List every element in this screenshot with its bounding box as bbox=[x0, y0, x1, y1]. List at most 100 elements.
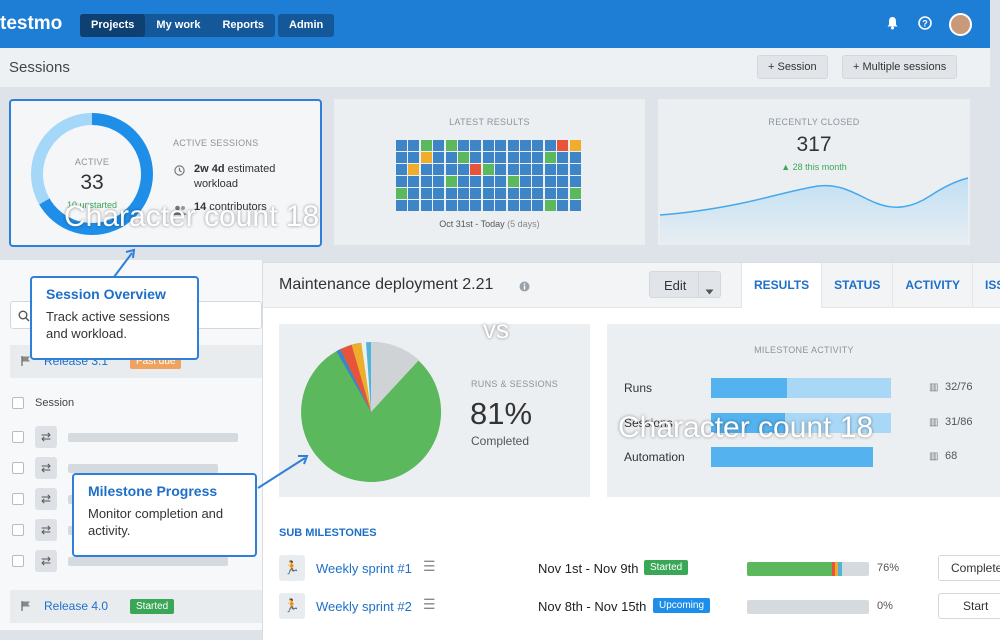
estimated-workload: 2w 4d estimated workload bbox=[194, 162, 304, 192]
closed-trend-sparkline bbox=[659, 177, 969, 245]
add-multiple-sessions-button[interactable]: + Multiple sessions bbox=[842, 55, 958, 79]
closed-delta: ▲ 28 this month bbox=[781, 162, 847, 172]
result-cell bbox=[507, 176, 519, 187]
row-checkbox[interactable] bbox=[12, 431, 24, 443]
milestone-dates: Nov 1st - Nov 9th bbox=[538, 561, 639, 576]
session-row[interactable]: ⇄ bbox=[0, 548, 262, 574]
nav-projects[interactable]: Projects bbox=[80, 14, 146, 37]
info-icon[interactable] bbox=[519, 279, 530, 297]
tab-issues[interactable]: ISSUE bbox=[972, 263, 1000, 308]
result-cell bbox=[495, 140, 507, 151]
result-cell bbox=[458, 152, 469, 163]
callout-arrow-milestone bbox=[257, 455, 309, 489]
result-cell bbox=[396, 188, 407, 199]
milestone-activity-card: MILESTONE ACTIVITY Runs ▥ 32/76 Sessions ▥ 31… bbox=[607, 324, 1000, 497]
milestone-name[interactable]: Weekly sprint #2 bbox=[316, 599, 412, 614]
activity-label: Sessions bbox=[624, 416, 673, 430]
result-cell bbox=[569, 152, 581, 163]
runs-sessions-heading: RUNS & SESSIONS bbox=[471, 379, 559, 389]
nav-reports[interactable]: Reports bbox=[222, 19, 264, 31]
result-cell bbox=[569, 188, 581, 199]
started-badge: Started bbox=[130, 599, 175, 614]
active-sessions-heading: ACTIVE SESSIONS bbox=[173, 138, 259, 148]
result-cell bbox=[470, 164, 482, 175]
result-cell bbox=[569, 176, 581, 187]
callout-title: Session Overview bbox=[46, 286, 166, 302]
tab-activity[interactable]: ACTIVITY bbox=[892, 263, 972, 308]
active-sessions-card[interactable]: ACTIVE 33 10 unstarted ACTIVE SESSIONS 2… bbox=[9, 99, 322, 247]
result-cell bbox=[520, 176, 531, 187]
latest-results-card[interactable]: LATEST RESULTS Oct 31st - Today (5 days) bbox=[334, 99, 645, 245]
result-cell bbox=[408, 152, 420, 163]
row-checkbox[interactable] bbox=[12, 555, 24, 567]
progress-segment bbox=[832, 562, 835, 576]
main-nav: Projects My work Reports bbox=[80, 14, 275, 37]
tab-status[interactable]: STATUS bbox=[821, 263, 892, 308]
overlay-label-left: Character count 18 bbox=[64, 200, 320, 233]
release-row-2[interactable]: Release 4.0 Started bbox=[10, 590, 262, 623]
recently-closed-count: 317 bbox=[796, 133, 832, 156]
overlay-label-vs: vs bbox=[483, 314, 509, 344]
date-range-label: Oct 31st - Today bbox=[439, 219, 505, 229]
nav-my-work[interactable]: My work bbox=[156, 19, 201, 31]
clock-icon bbox=[174, 163, 185, 181]
release-name-2[interactable]: Release 4.0 bbox=[44, 599, 109, 613]
add-session-button[interactable]: + Session bbox=[757, 55, 828, 79]
result-cell bbox=[458, 176, 469, 187]
session-name-placeholder bbox=[68, 557, 228, 566]
result-cell bbox=[557, 152, 569, 163]
milestone-progress-bar bbox=[747, 600, 869, 614]
result-cell bbox=[433, 152, 445, 163]
result-cell bbox=[482, 152, 494, 163]
runner-icon: 🏃 bbox=[279, 593, 305, 619]
milestone-action-button[interactable]: Start bbox=[938, 593, 1000, 619]
chevron-down-icon bbox=[705, 282, 714, 300]
result-cell bbox=[408, 140, 420, 151]
menu-icon[interactable]: ☰ bbox=[423, 558, 436, 574]
activity-bar bbox=[711, 413, 891, 433]
result-cell bbox=[408, 176, 420, 187]
edit-dropdown[interactable] bbox=[698, 272, 721, 297]
estimate-value: 2w 4d bbox=[194, 163, 225, 175]
session-name-placeholder bbox=[68, 464, 218, 473]
session-row[interactable]: ⇄ bbox=[0, 455, 262, 481]
result-cell bbox=[470, 152, 482, 163]
bar-chart-icon: ▥ bbox=[929, 451, 939, 462]
ring-center: ACTIVE 33 10 unstarted bbox=[43, 125, 141, 223]
bell-icon[interactable] bbox=[886, 16, 899, 33]
result-cell bbox=[532, 200, 544, 211]
logo[interactable]: testmo bbox=[0, 13, 63, 34]
recently-closed-card[interactable]: RECENTLY CLOSED 317 ▲ 28 this month bbox=[658, 99, 970, 245]
page-header: Sessions + Session + Multiple sessions bbox=[0, 48, 990, 88]
completion-pie-chart bbox=[301, 341, 442, 482]
help-icon[interactable]: ? bbox=[918, 16, 932, 33]
session-column-header: Session bbox=[35, 397, 75, 409]
select-all-checkbox[interactable] bbox=[12, 397, 24, 409]
result-cell bbox=[520, 164, 531, 175]
result-cell bbox=[420, 152, 432, 163]
milestone-name[interactable]: Weekly sprint #1 bbox=[316, 561, 412, 576]
result-cell bbox=[433, 200, 445, 211]
row-checkbox[interactable] bbox=[12, 493, 24, 505]
row-checkbox[interactable] bbox=[12, 524, 24, 536]
callout-arrow-session bbox=[113, 248, 136, 278]
user-avatar[interactable] bbox=[949, 13, 972, 36]
result-cell bbox=[420, 164, 432, 175]
edit-button[interactable]: Edit bbox=[664, 278, 687, 293]
menu-icon[interactable]: ☰ bbox=[423, 596, 436, 612]
result-cell bbox=[557, 200, 569, 211]
result-cell bbox=[420, 176, 432, 187]
row-checkbox[interactable] bbox=[12, 462, 24, 474]
nav-admin[interactable]: Admin bbox=[278, 14, 335, 37]
result-cell bbox=[507, 200, 519, 211]
contributors-label: contributors bbox=[206, 201, 267, 213]
result-cell bbox=[470, 188, 482, 199]
result-cell bbox=[507, 188, 519, 199]
completion-label: Completed bbox=[471, 434, 530, 448]
session-row[interactable]: ⇄ bbox=[0, 424, 262, 450]
milestone-action-button[interactable]: Complete bbox=[938, 555, 1000, 581]
result-cell bbox=[532, 164, 544, 175]
tab-results[interactable]: RESULTS bbox=[741, 263, 822, 308]
contributors-value: 14 bbox=[194, 201, 207, 213]
result-cell bbox=[507, 140, 519, 151]
